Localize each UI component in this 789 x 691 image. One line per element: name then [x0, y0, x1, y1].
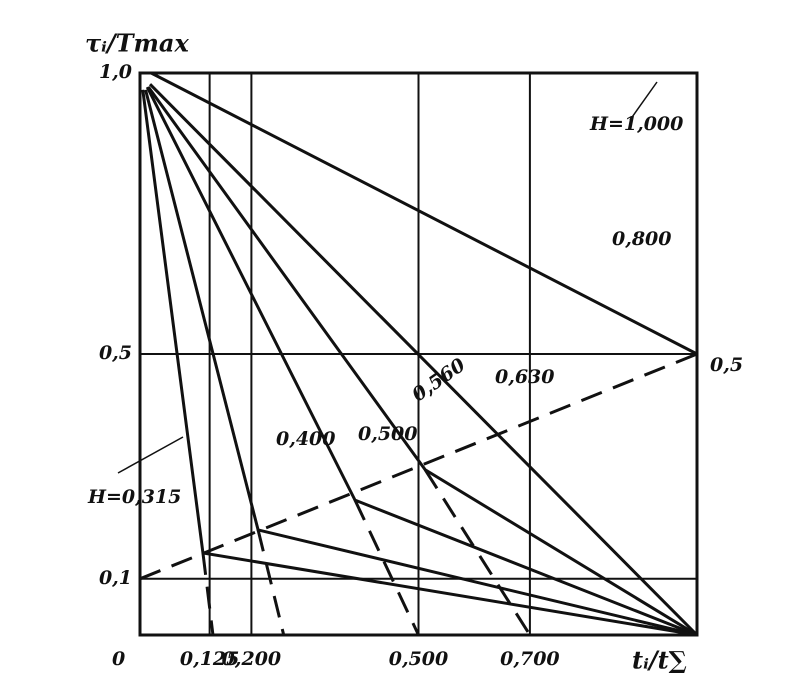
origin-label: 0	[112, 648, 125, 670]
series-line	[256, 529, 286, 636]
series-label: 0,500	[358, 423, 418, 445]
series-line	[150, 71, 698, 356]
series-label: 0,630	[495, 366, 555, 388]
series-label: H=1,000	[589, 113, 683, 135]
right-label: 0,5	[710, 354, 743, 376]
series-line	[201, 552, 215, 636]
x-tick-label: 0,125	[180, 648, 240, 670]
series-line	[423, 468, 532, 636]
series-label: H=0,315	[87, 486, 181, 508]
y-tick-label: 1,0	[99, 61, 132, 83]
y-tick-label: 0,5	[99, 342, 132, 364]
x-axis-label: tᵢ/t∑	[632, 646, 687, 675]
series-label: 0,800	[612, 228, 672, 250]
x-tick-label: 0,500	[389, 648, 449, 670]
series-line	[148, 83, 699, 637]
y-axis-label: τᵢ/Tmax	[85, 29, 189, 58]
y-tick-label: 0,1	[99, 567, 132, 589]
x-tick-label: 0,200	[222, 648, 282, 670]
leader-line	[629, 81, 658, 121]
x-tick-label: 0,700	[500, 648, 560, 670]
series-line	[353, 499, 420, 636]
leader-line	[117, 436, 184, 474]
series-label: 0,400	[276, 428, 336, 450]
